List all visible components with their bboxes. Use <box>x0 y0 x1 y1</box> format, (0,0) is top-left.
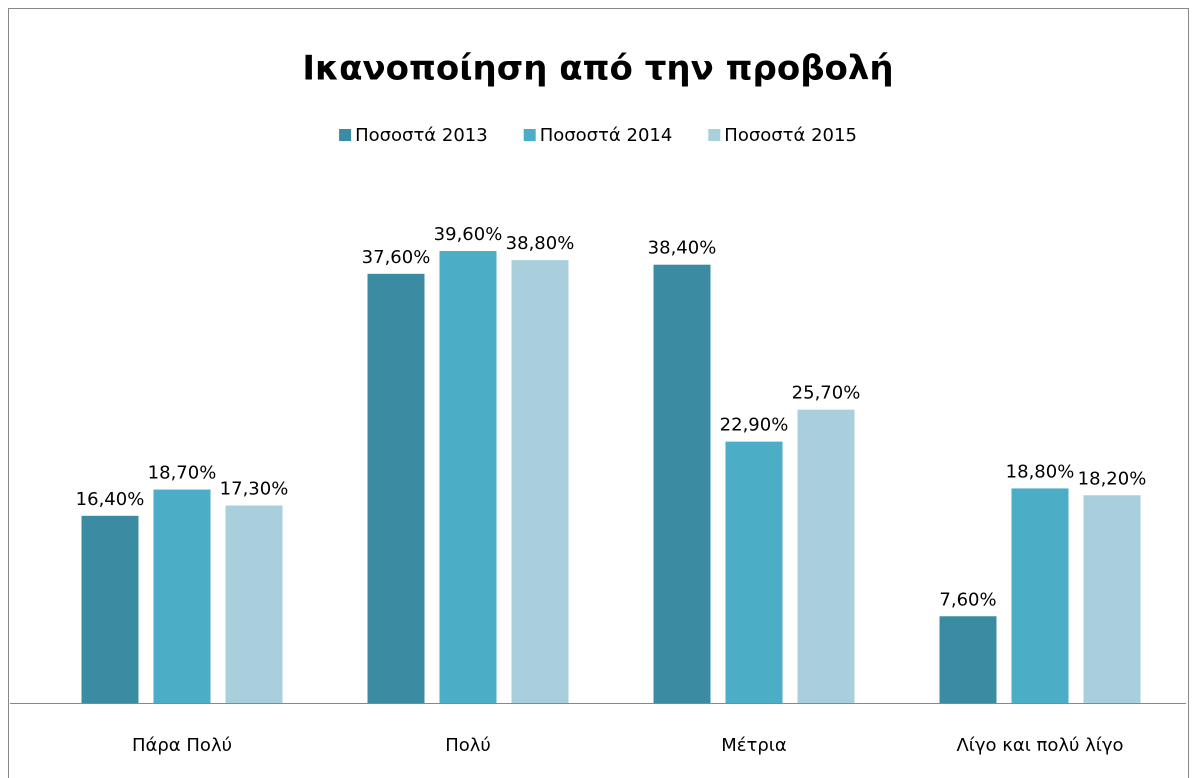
chart-title: Ικανοποίηση από την προβολή <box>302 49 893 89</box>
bar <box>725 441 783 703</box>
x-tick-label: Λίγο και πολύ λίγο <box>956 735 1123 756</box>
data-label: 18,20% <box>1078 468 1147 489</box>
bar <box>225 505 283 703</box>
data-label: 38,40% <box>648 238 717 259</box>
legend-swatch <box>523 129 536 141</box>
x-tick-label: Πολύ <box>445 735 491 756</box>
x-tick-label: Μέτρια <box>721 735 786 756</box>
bar <box>1011 488 1069 703</box>
data-label: 7,60% <box>939 589 996 610</box>
bar <box>1083 495 1141 703</box>
data-label: 37,60% <box>362 247 431 268</box>
legend-label: Ποσοστά 2014 <box>540 125 673 146</box>
bar <box>797 409 855 703</box>
x-tick-label: Πάρα Πολύ <box>132 735 232 756</box>
data-label: 22,90% <box>720 415 789 436</box>
data-label: 25,70% <box>792 383 861 404</box>
legend-label: Ποσοστά 2013 <box>355 125 488 146</box>
bar <box>81 515 139 703</box>
data-label: 38,80% <box>506 233 575 254</box>
bar <box>367 273 425 703</box>
bar <box>511 260 569 703</box>
bar <box>153 489 211 703</box>
bar <box>653 264 711 703</box>
data-label: 17,30% <box>220 479 289 500</box>
bar <box>939 616 997 703</box>
data-label: 16,40% <box>76 489 145 510</box>
legend-swatch <box>339 129 352 141</box>
data-label: 18,70% <box>148 463 217 484</box>
bar <box>439 251 497 703</box>
data-label: 39,60% <box>434 224 503 245</box>
legend-swatch <box>708 129 721 141</box>
legend-label: Ποσοστά 2015 <box>724 125 857 146</box>
data-label: 18,80% <box>1006 461 1075 482</box>
